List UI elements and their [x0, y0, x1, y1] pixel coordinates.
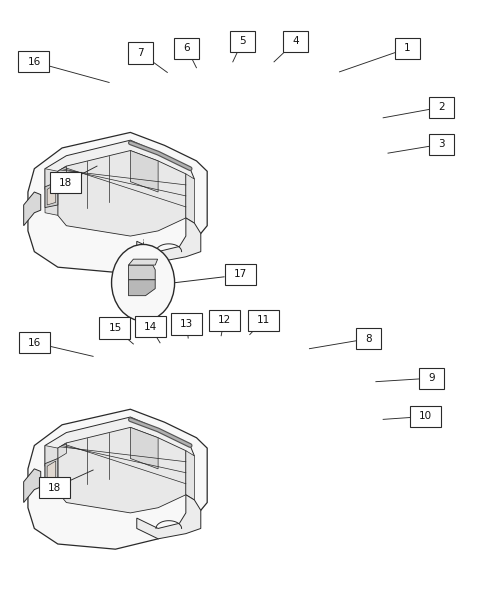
Text: 15: 15 [108, 323, 121, 333]
Circle shape [111, 244, 174, 321]
Polygon shape [47, 184, 56, 205]
FancyBboxPatch shape [208, 310, 239, 331]
Polygon shape [128, 265, 155, 280]
Text: 13: 13 [180, 319, 193, 329]
FancyBboxPatch shape [171, 313, 202, 335]
FancyBboxPatch shape [174, 38, 199, 59]
FancyBboxPatch shape [50, 172, 81, 193]
Text: 17: 17 [233, 270, 246, 279]
Polygon shape [45, 417, 194, 466]
Polygon shape [24, 192, 41, 226]
Polygon shape [45, 181, 58, 207]
Polygon shape [128, 259, 157, 265]
Polygon shape [58, 151, 185, 236]
Polygon shape [45, 168, 58, 216]
Polygon shape [47, 461, 56, 482]
FancyBboxPatch shape [19, 332, 50, 353]
Text: 16: 16 [27, 57, 41, 67]
FancyBboxPatch shape [247, 310, 278, 331]
Polygon shape [28, 409, 207, 549]
Text: 5: 5 [239, 37, 245, 46]
FancyBboxPatch shape [394, 38, 419, 59]
Text: 9: 9 [427, 373, 434, 383]
FancyBboxPatch shape [128, 42, 153, 64]
Polygon shape [128, 280, 155, 296]
Text: 18: 18 [47, 483, 61, 492]
Text: 3: 3 [437, 140, 444, 149]
FancyBboxPatch shape [18, 51, 49, 72]
FancyBboxPatch shape [418, 368, 443, 389]
FancyBboxPatch shape [135, 316, 166, 337]
FancyBboxPatch shape [428, 97, 453, 118]
FancyBboxPatch shape [229, 31, 255, 52]
Text: 18: 18 [59, 178, 72, 187]
Polygon shape [58, 428, 185, 513]
FancyBboxPatch shape [224, 264, 255, 285]
Text: 4: 4 [292, 37, 299, 46]
Text: 7: 7 [137, 48, 144, 58]
Polygon shape [45, 445, 58, 492]
Text: 12: 12 [217, 316, 230, 325]
Polygon shape [136, 495, 200, 539]
FancyBboxPatch shape [409, 406, 440, 427]
FancyBboxPatch shape [283, 31, 308, 52]
Polygon shape [185, 174, 194, 223]
Text: 16: 16 [28, 338, 42, 348]
Polygon shape [58, 443, 66, 458]
Text: 11: 11 [256, 316, 270, 325]
Polygon shape [130, 428, 158, 469]
Polygon shape [185, 451, 194, 500]
FancyBboxPatch shape [355, 328, 380, 349]
Text: 1: 1 [403, 44, 410, 53]
Text: 2: 2 [437, 102, 444, 112]
Polygon shape [45, 140, 194, 190]
Text: 6: 6 [183, 44, 190, 53]
Polygon shape [24, 469, 41, 502]
FancyBboxPatch shape [428, 134, 453, 155]
Text: 8: 8 [364, 334, 371, 343]
FancyBboxPatch shape [99, 317, 130, 339]
Polygon shape [130, 151, 158, 192]
Text: 10: 10 [418, 412, 432, 421]
Polygon shape [136, 218, 200, 262]
Polygon shape [28, 133, 207, 272]
Text: 14: 14 [143, 322, 157, 332]
FancyBboxPatch shape [39, 477, 70, 498]
Polygon shape [58, 166, 66, 181]
Polygon shape [45, 458, 58, 484]
